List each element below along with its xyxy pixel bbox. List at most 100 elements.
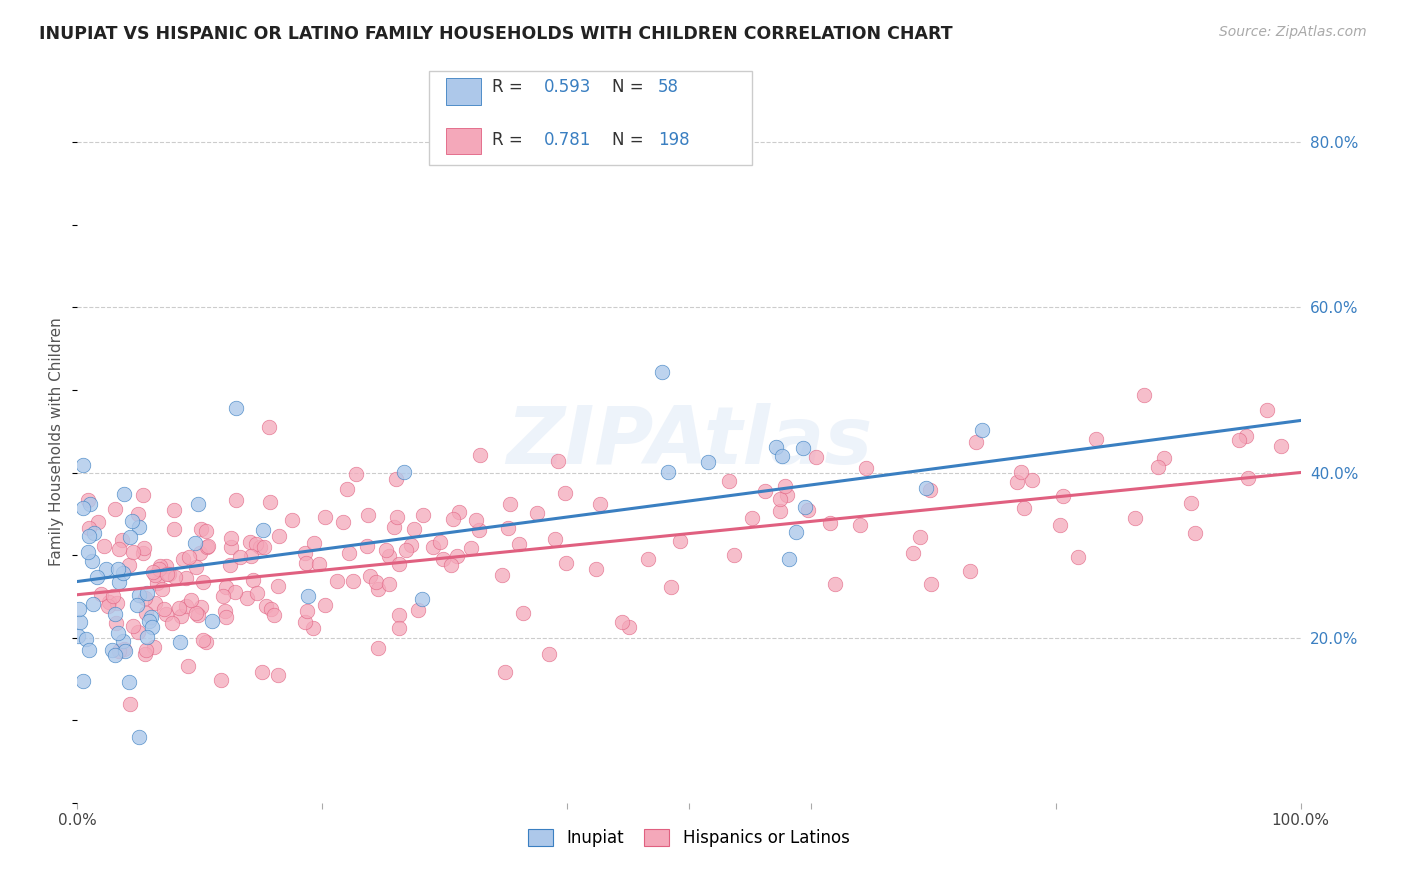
Point — [769, 504, 792, 518]
Point — [195, 541, 218, 555]
Point — [1084, 433, 1107, 447]
Point — [651, 365, 673, 379]
Text: 198: 198 — [658, 131, 689, 149]
Point — [770, 450, 793, 464]
Point — [544, 532, 567, 546]
Point — [554, 485, 576, 500]
Point — [239, 549, 262, 563]
Point — [792, 441, 814, 455]
Point — [209, 673, 232, 687]
Point — [965, 434, 987, 449]
Point — [855, 461, 877, 475]
Point — [169, 635, 191, 649]
Point — [920, 576, 942, 591]
Point — [429, 535, 451, 549]
Point — [149, 558, 172, 573]
Text: R =: R = — [492, 131, 529, 149]
Point — [697, 454, 720, 468]
Point — [169, 609, 191, 624]
Point — [432, 552, 454, 566]
Point — [236, 591, 259, 605]
Point — [637, 552, 659, 566]
Point — [775, 479, 797, 493]
Point — [499, 497, 522, 511]
Point — [107, 626, 129, 640]
Point — [108, 644, 131, 658]
Point — [356, 540, 378, 554]
Point — [657, 465, 679, 479]
Point — [97, 595, 120, 609]
Point — [211, 590, 233, 604]
Point — [77, 545, 100, 559]
Point — [163, 570, 186, 584]
Point — [250, 665, 273, 679]
Point — [446, 549, 468, 563]
Point — [156, 566, 179, 581]
Point — [470, 448, 492, 462]
Point — [239, 534, 262, 549]
Text: ZIPAtlas: ZIPAtlas — [506, 402, 872, 481]
Point — [585, 562, 607, 576]
Point — [77, 643, 100, 657]
Point — [1049, 518, 1071, 533]
Point — [148, 562, 170, 576]
Point — [219, 558, 242, 573]
Point — [920, 483, 942, 497]
Point — [818, 516, 841, 530]
Point — [378, 577, 401, 591]
Point — [491, 567, 513, 582]
Point — [547, 454, 569, 468]
Point — [1052, 489, 1074, 503]
Y-axis label: Family Households with Children: Family Households with Children — [49, 318, 65, 566]
Point — [82, 597, 104, 611]
Point — [177, 659, 200, 673]
Point — [114, 644, 136, 658]
Text: 0.781: 0.781 — [544, 131, 592, 149]
Point — [112, 634, 135, 648]
Point — [388, 621, 411, 635]
Point — [128, 588, 150, 602]
Point — [406, 603, 429, 617]
Point — [1270, 439, 1292, 453]
Point — [778, 552, 800, 566]
Point — [512, 606, 534, 620]
Point — [824, 576, 846, 591]
Point — [269, 529, 291, 543]
Text: 0.593: 0.593 — [544, 78, 592, 96]
Point — [796, 503, 818, 517]
Point — [385, 472, 408, 486]
Legend: Inupiat, Hispanics or Latinos: Inupiat, Hispanics or Latinos — [522, 822, 856, 854]
Point — [104, 501, 127, 516]
Point — [225, 401, 247, 415]
Point — [128, 519, 150, 533]
Point — [440, 558, 463, 573]
Point — [537, 648, 560, 662]
Point — [101, 589, 124, 603]
Point — [118, 558, 141, 572]
Point — [903, 546, 925, 560]
Point — [385, 510, 408, 524]
Point — [392, 465, 415, 479]
Point — [190, 600, 212, 615]
Point — [121, 514, 143, 528]
Point — [367, 582, 389, 596]
Point — [105, 616, 128, 631]
Point — [143, 567, 166, 582]
Point — [176, 571, 198, 585]
Point — [617, 620, 640, 634]
Point — [135, 606, 157, 620]
Point — [972, 423, 994, 437]
Point — [496, 520, 519, 534]
Point — [183, 536, 205, 550]
Point — [127, 507, 149, 521]
Point — [465, 513, 488, 527]
Point — [441, 512, 464, 526]
Point — [669, 534, 692, 549]
Point — [249, 540, 271, 554]
Point — [302, 621, 325, 635]
Point — [718, 474, 741, 488]
Point — [107, 574, 129, 589]
Point — [295, 604, 318, 618]
Point — [122, 545, 145, 559]
Point — [382, 520, 405, 534]
